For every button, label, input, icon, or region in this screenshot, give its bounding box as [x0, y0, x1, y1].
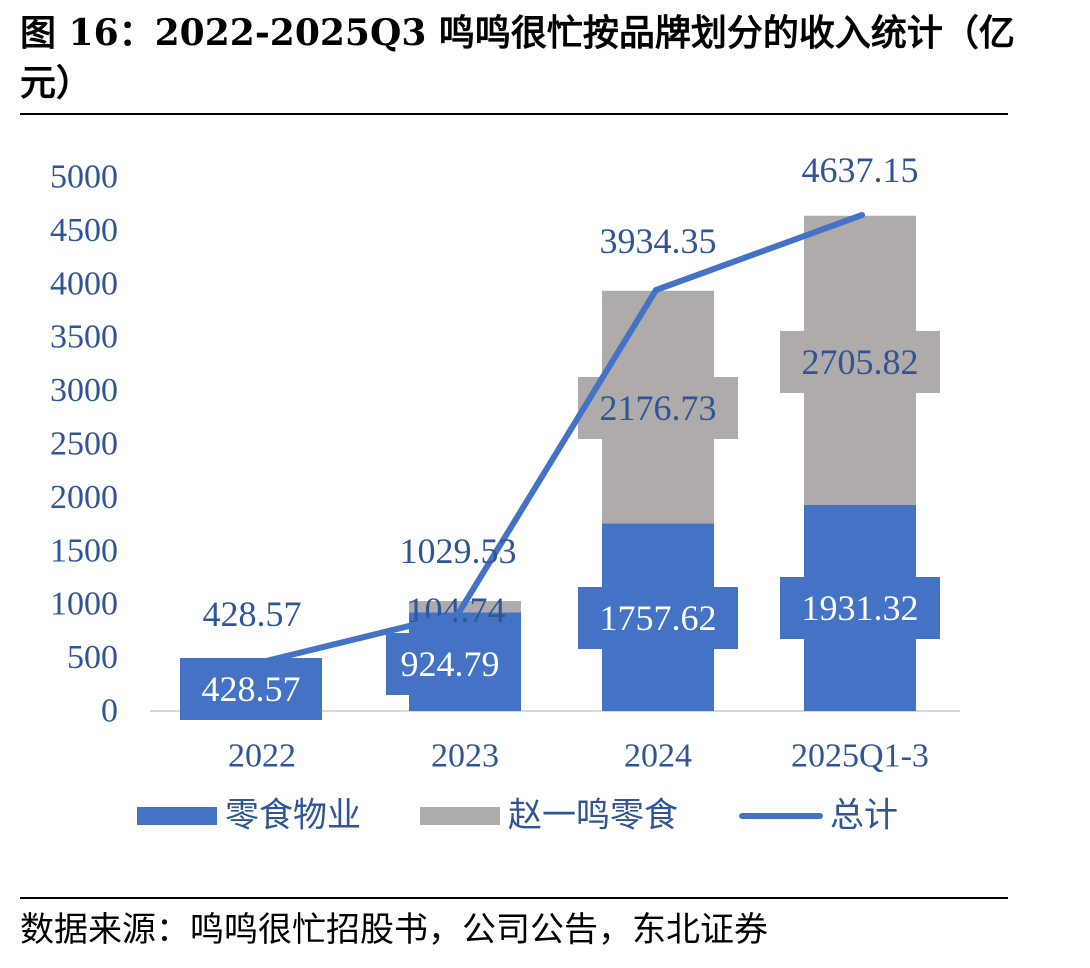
- legend-label: 赵一鸣零食: [508, 797, 678, 835]
- data-label-blue: 924.79: [401, 644, 500, 684]
- data-label-box-blue: [386, 633, 514, 695]
- legend-label: 总计: [830, 797, 898, 835]
- x-tick-label: 2023: [431, 738, 499, 775]
- y-tick-label: 0: [101, 693, 118, 730]
- data-label-box-blue: [780, 577, 940, 639]
- data-label-blue: 1757.62: [600, 598, 717, 638]
- data-label-total: 4637.15: [802, 150, 919, 190]
- y-tick-label: 4000: [50, 265, 118, 302]
- data-label-box-blue: [180, 658, 322, 720]
- chart-title: 图 16：2022-2025Q3 鸣鸣很忙按品牌划分的收入统计（亿元）: [20, 12, 1015, 104]
- data-label-blue: 428.57: [202, 669, 301, 709]
- legend-swatch-gray: [420, 807, 500, 825]
- y-tick-label: 500: [67, 639, 118, 676]
- source-rule: [20, 897, 1008, 899]
- legend-swatch-blue: [137, 807, 217, 825]
- y-tick-label: 2000: [50, 479, 118, 516]
- x-tick-label: 2022: [228, 738, 296, 775]
- total-line: [259, 212, 865, 665]
- data-label-total: 3934.35: [600, 221, 717, 261]
- data-source: 数据来源：鸣鸣很忙招股书，公司公告，东北证券: [20, 910, 768, 950]
- data-label-gray: 2705.82: [802, 342, 919, 382]
- x-tick-label: 2024: [624, 738, 692, 775]
- x-tick-label: 2025Q1-3: [791, 738, 929, 775]
- y-tick-label: 1000: [50, 586, 118, 623]
- y-tick-label: 1500: [50, 532, 118, 569]
- data-label-box-gray: [578, 377, 738, 439]
- data-label-box-gray: [780, 331, 940, 393]
- y-tick-label: 5000: [50, 159, 118, 196]
- y-tick-label: 4500: [50, 212, 118, 249]
- y-tick-label: 2500: [50, 426, 118, 463]
- legend-label: 零食物业: [225, 797, 361, 835]
- data-label-total: 428.57: [203, 594, 302, 634]
- data-label-gray: 2176.73: [600, 388, 717, 428]
- data-label-blue: 1931.32: [802, 588, 919, 628]
- data-label-box-blue: [578, 587, 738, 649]
- y-tick-label: 3000: [50, 372, 118, 409]
- title-rule: [20, 113, 1008, 115]
- y-tick-label: 3500: [50, 319, 118, 356]
- data-label-total: 1029.53: [400, 531, 517, 571]
